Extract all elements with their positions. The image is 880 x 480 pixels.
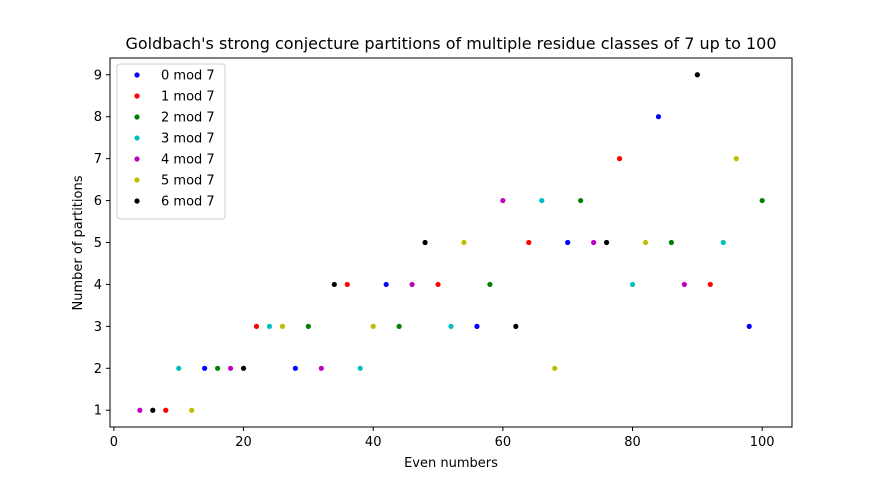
x-tick-label: 100 xyxy=(750,435,775,450)
y-tick-label: 2 xyxy=(94,362,102,377)
data-point-1-mod-7 xyxy=(435,281,441,288)
data-point-1-mod-7 xyxy=(253,323,260,329)
data-point-1-mod-7 xyxy=(163,407,169,413)
data-point-3-mod-7 xyxy=(448,323,454,329)
data-point-3-mod-7 xyxy=(266,323,273,329)
data-point-6-mod-7 xyxy=(331,281,337,288)
data-point-4-mod-7 xyxy=(227,365,234,371)
x-axis-title: Even numbers xyxy=(404,456,498,471)
y-tick-label: 8 xyxy=(94,110,102,125)
y-tick-label: 5 xyxy=(94,236,102,251)
data-point-5-mod-7 xyxy=(279,323,286,329)
data-point-4-mod-7 xyxy=(500,197,506,204)
data-point-4-mod-7 xyxy=(681,281,687,288)
x-tick-label: 0 xyxy=(110,435,118,450)
data-point-0-mod-7 xyxy=(383,281,389,288)
data-point-2-mod-7 xyxy=(487,281,493,288)
legend-label: 5 mod 7 xyxy=(161,174,215,189)
legend-label: 3 mod 7 xyxy=(161,132,215,147)
x-tick-label: 40 xyxy=(365,435,382,450)
data-point-1-mod-7 xyxy=(616,156,623,162)
legend-box xyxy=(116,63,226,220)
data-point-5-mod-7 xyxy=(552,365,558,371)
data-point-6-mod-7 xyxy=(422,239,428,246)
data-point-5-mod-7 xyxy=(370,323,376,329)
legend-label: 1 mod 7 xyxy=(161,90,215,105)
data-point-2-mod-7 xyxy=(215,365,221,371)
data-point-2-mod-7 xyxy=(668,239,675,246)
legend-marker xyxy=(134,135,140,141)
legend: 0 mod 7 1 mod 7 2 mod 7 3 mod 7 4 mod 7 5 mod… xyxy=(116,63,226,220)
x-tick-label: 60 xyxy=(495,435,512,450)
y-tick-label: 3 xyxy=(94,320,102,335)
plot-area: 0 20 40 60 80 100 1 2 3 4 5 6 7 8 9 xyxy=(94,57,793,450)
data-point-2-mod-7 xyxy=(759,197,765,204)
legend-marker xyxy=(134,72,140,78)
data-point-0-mod-7 xyxy=(746,323,752,329)
x-tick-label: 20 xyxy=(235,435,252,450)
data-point-3-mod-7 xyxy=(357,365,363,371)
legend-label: 6 mod 7 xyxy=(161,195,215,210)
data-point-1-mod-7 xyxy=(344,281,350,288)
data-point-0-mod-7 xyxy=(655,114,662,120)
y-tick-label: 6 xyxy=(94,194,102,209)
data-point-0-mod-7 xyxy=(565,239,571,246)
data-point-4-mod-7 xyxy=(318,365,324,371)
legend-marker xyxy=(134,177,140,183)
data-point-3-mod-7 xyxy=(176,365,182,371)
data-point-5-mod-7 xyxy=(642,239,649,246)
data-point-3-mod-7 xyxy=(539,197,545,204)
data-point-1-mod-7 xyxy=(526,239,532,246)
data-point-0-mod-7 xyxy=(474,323,480,329)
legend-marker xyxy=(134,198,140,204)
y-tick-label: 4 xyxy=(94,278,102,293)
legend-label: 0 mod 7 xyxy=(161,69,215,84)
legend-marker xyxy=(134,93,140,99)
data-point-0-mod-7 xyxy=(292,365,299,371)
data-point-6-mod-7 xyxy=(150,407,156,413)
y-axis-title: Number of partitions xyxy=(71,175,86,310)
data-point-6-mod-7 xyxy=(603,239,610,246)
legend-label: 4 mod 7 xyxy=(161,153,215,168)
data-point-1-mod-7 xyxy=(707,281,713,288)
data-point-4-mod-7 xyxy=(409,281,415,288)
data-point-0-mod-7 xyxy=(202,365,208,371)
chart-title: Goldbach's strong conjecture partitions … xyxy=(125,34,776,53)
data-point-4-mod-7 xyxy=(137,407,143,413)
data-point-2-mod-7 xyxy=(396,323,402,329)
data-point-6-mod-7 xyxy=(513,323,519,329)
y-tick-label: 9 xyxy=(94,68,102,83)
data-point-4-mod-7 xyxy=(591,239,597,246)
legend-marker xyxy=(134,114,140,120)
y-tick-label: 1 xyxy=(94,404,102,419)
data-point-6-mod-7 xyxy=(240,365,247,371)
data-point-2-mod-7 xyxy=(305,323,311,329)
data-point-2-mod-7 xyxy=(578,197,584,204)
data-point-3-mod-7 xyxy=(720,239,726,246)
legend-label: 2 mod 7 xyxy=(161,111,215,126)
legend-marker xyxy=(134,156,140,162)
data-point-5-mod-7 xyxy=(461,239,467,246)
data-point-5-mod-7 xyxy=(733,156,739,162)
x-tick-label: 80 xyxy=(624,435,641,450)
data-point-6-mod-7 xyxy=(694,72,700,78)
data-point-3-mod-7 xyxy=(629,281,636,288)
data-point-5-mod-7 xyxy=(189,407,195,413)
y-tick-label: 7 xyxy=(94,152,102,167)
